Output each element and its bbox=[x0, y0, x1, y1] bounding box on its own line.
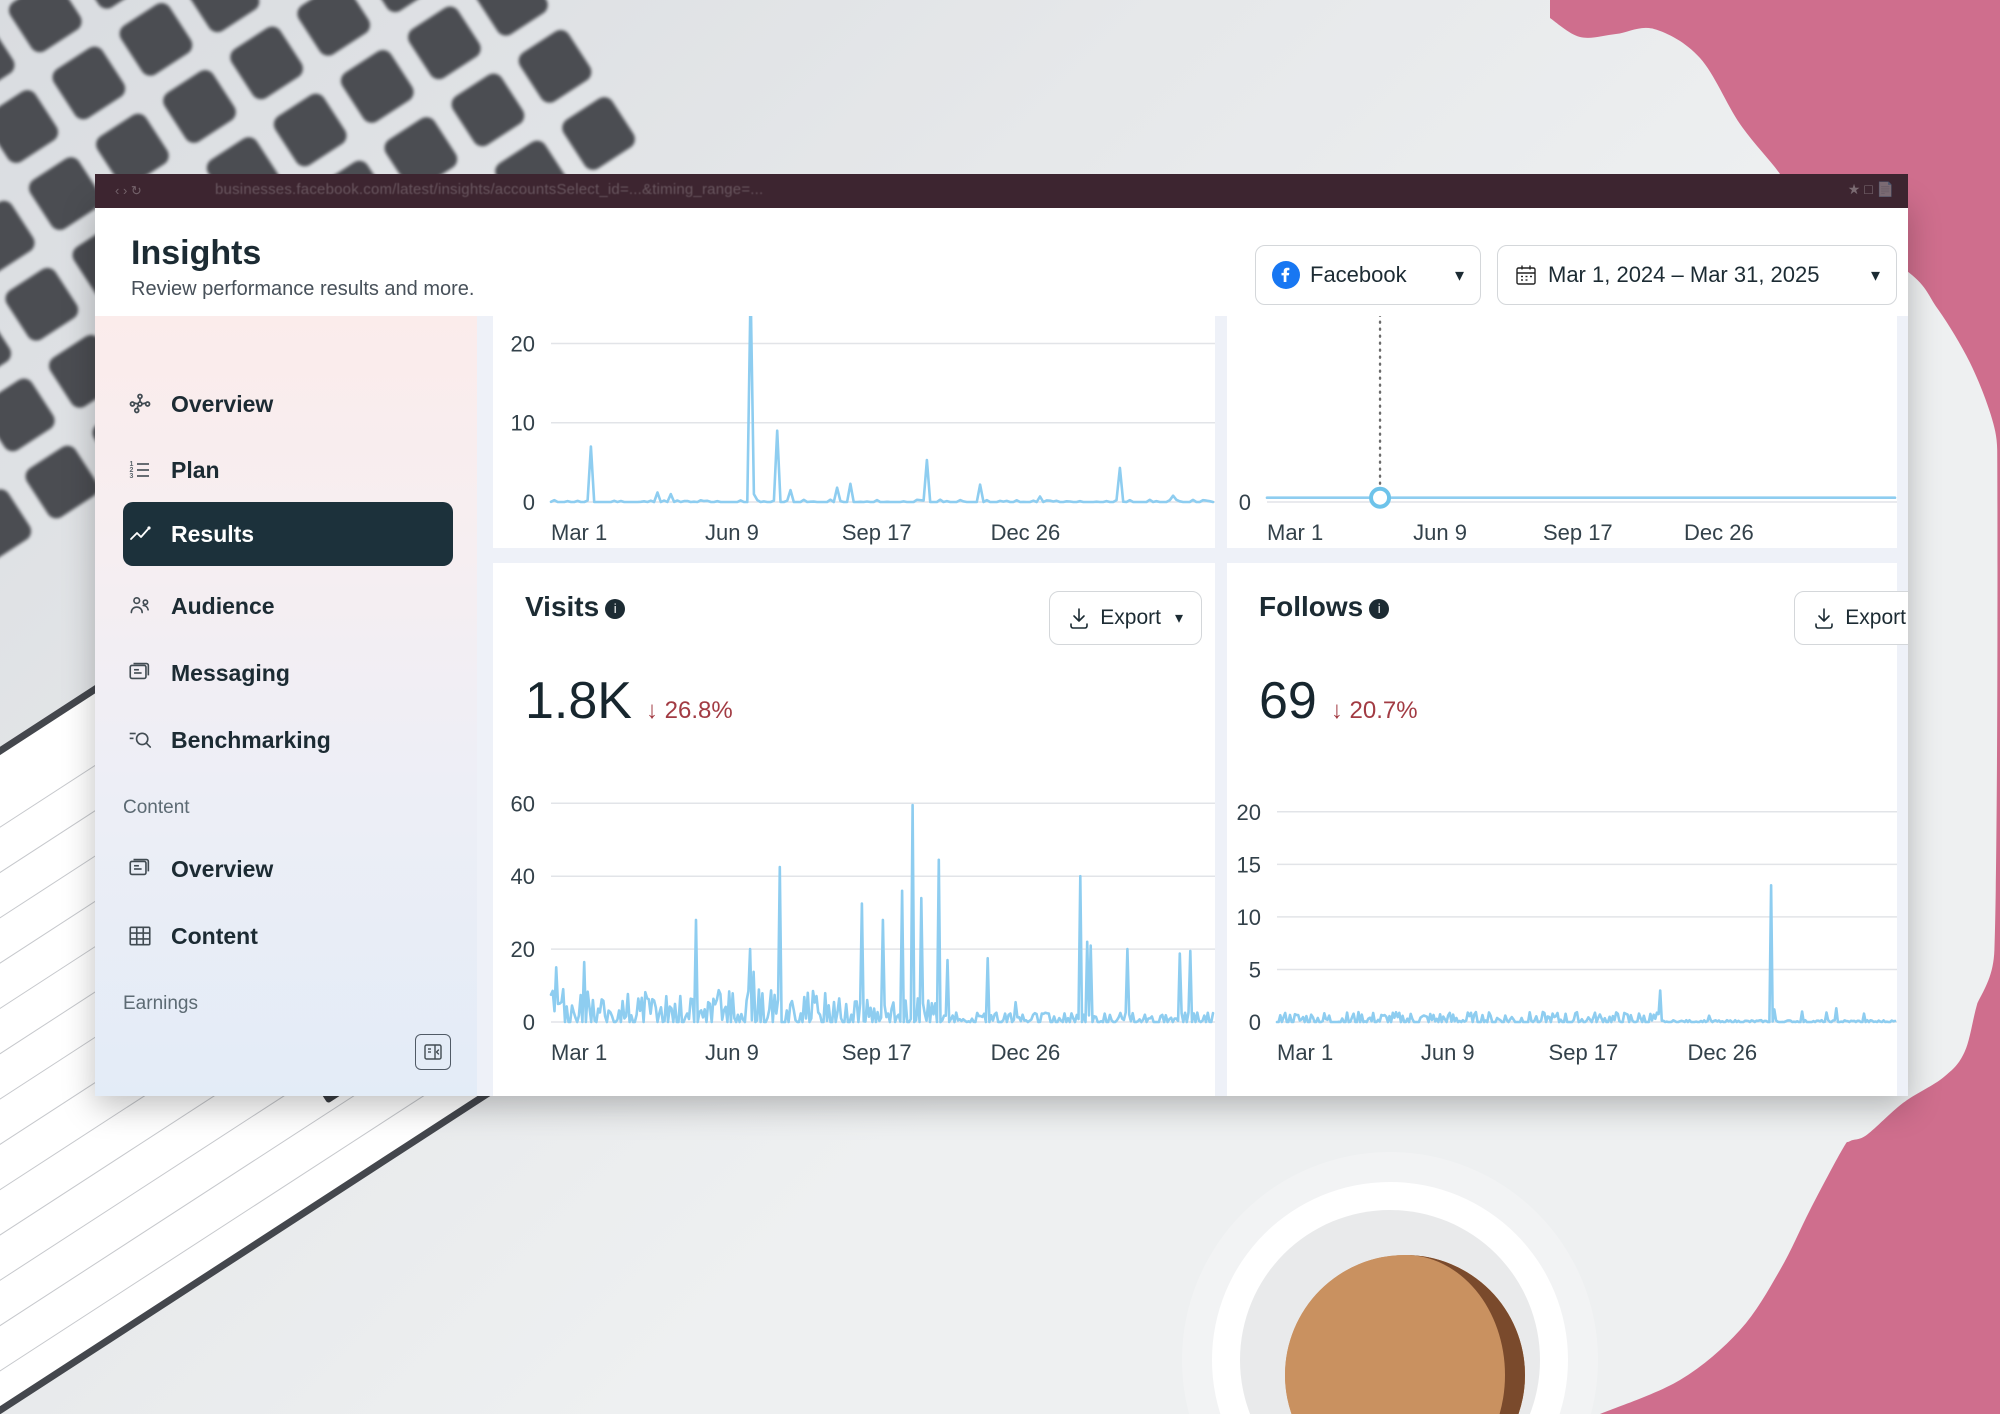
svg-text:Jun 9: Jun 9 bbox=[705, 520, 759, 545]
svg-text:60: 60 bbox=[511, 796, 535, 816]
svg-text:0: 0 bbox=[1239, 490, 1251, 515]
svg-text:Dec 26: Dec 26 bbox=[991, 520, 1061, 545]
svg-text:10: 10 bbox=[1237, 905, 1261, 930]
svg-text:0: 0 bbox=[523, 490, 535, 515]
svg-text:20: 20 bbox=[1237, 800, 1261, 825]
svg-text:Dec 26: Dec 26 bbox=[1684, 520, 1754, 545]
svg-text:Mar 1: Mar 1 bbox=[551, 1040, 607, 1065]
svg-text:40: 40 bbox=[511, 865, 535, 890]
svg-text:Jun 9: Jun 9 bbox=[1421, 1040, 1475, 1065]
svg-text:0: 0 bbox=[1249, 1010, 1261, 1035]
svg-text:Dec 26: Dec 26 bbox=[991, 1040, 1061, 1065]
svg-text:Mar 1: Mar 1 bbox=[1277, 1040, 1333, 1065]
svg-text:Jun 9: Jun 9 bbox=[705, 1040, 759, 1065]
svg-text:0: 0 bbox=[523, 1010, 535, 1035]
svg-text:Dec 26: Dec 26 bbox=[1687, 1040, 1757, 1065]
svg-text:Sep 17: Sep 17 bbox=[1549, 1040, 1619, 1065]
svg-text:Sep 17: Sep 17 bbox=[842, 520, 912, 545]
svg-text:Sep 17: Sep 17 bbox=[1543, 520, 1613, 545]
svg-text:20: 20 bbox=[511, 331, 535, 356]
svg-text:3: 3 bbox=[130, 473, 134, 480]
svg-text:15: 15 bbox=[1237, 853, 1261, 878]
svg-text:Mar 1: Mar 1 bbox=[551, 520, 607, 545]
svg-text:5: 5 bbox=[1249, 958, 1261, 983]
svg-text:Sep 17: Sep 17 bbox=[842, 1040, 912, 1065]
svg-text:10: 10 bbox=[511, 411, 535, 436]
svg-text:Mar 1: Mar 1 bbox=[1267, 520, 1323, 545]
svg-text:Jun 9: Jun 9 bbox=[1413, 520, 1467, 545]
svg-text:20: 20 bbox=[511, 937, 535, 962]
